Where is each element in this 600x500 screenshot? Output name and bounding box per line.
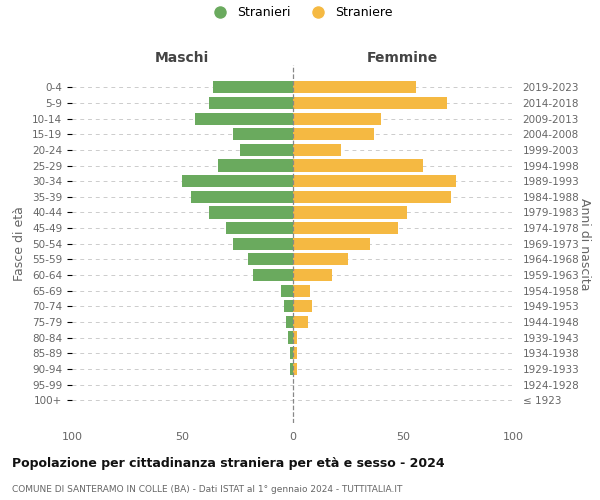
Bar bbox=[293, 128, 374, 140]
Bar bbox=[196, 112, 293, 124]
Bar bbox=[293, 144, 341, 156]
Bar bbox=[293, 316, 308, 328]
Y-axis label: Fasce di età: Fasce di età bbox=[13, 206, 26, 281]
Bar bbox=[239, 144, 293, 156]
Bar bbox=[293, 81, 416, 94]
Bar bbox=[293, 332, 297, 344]
Text: Femmine: Femmine bbox=[367, 52, 439, 66]
Bar bbox=[293, 254, 347, 266]
Bar bbox=[293, 190, 451, 203]
Bar bbox=[293, 97, 447, 109]
Bar bbox=[293, 160, 422, 172]
Bar bbox=[191, 190, 293, 203]
Bar bbox=[281, 284, 293, 297]
Bar bbox=[288, 332, 293, 344]
Bar bbox=[290, 347, 293, 360]
Bar bbox=[233, 238, 293, 250]
Y-axis label: Anni di nascita: Anni di nascita bbox=[578, 198, 590, 290]
Text: COMUNE DI SANTERAMO IN COLLE (BA) - Dati ISTAT al 1° gennaio 2024 - TUTTITALIA.I: COMUNE DI SANTERAMO IN COLLE (BA) - Dati… bbox=[12, 485, 403, 494]
Bar bbox=[293, 347, 297, 360]
Bar bbox=[253, 269, 293, 281]
Bar bbox=[284, 300, 293, 312]
Bar bbox=[293, 300, 313, 312]
Bar bbox=[293, 363, 297, 375]
Bar bbox=[293, 269, 332, 281]
Bar bbox=[209, 206, 293, 218]
Bar bbox=[182, 175, 293, 188]
Bar bbox=[248, 254, 293, 266]
Bar bbox=[233, 128, 293, 140]
Bar bbox=[218, 160, 293, 172]
Bar bbox=[213, 81, 293, 94]
Legend: Stranieri, Straniere: Stranieri, Straniere bbox=[207, 6, 393, 19]
Bar bbox=[286, 316, 293, 328]
Text: Maschi: Maschi bbox=[155, 52, 209, 66]
Bar bbox=[293, 112, 381, 124]
Bar bbox=[293, 206, 407, 218]
Bar bbox=[290, 363, 293, 375]
Bar bbox=[293, 222, 398, 234]
Bar bbox=[293, 175, 455, 188]
Bar bbox=[293, 238, 370, 250]
Text: Popolazione per cittadinanza straniera per età e sesso - 2024: Popolazione per cittadinanza straniera p… bbox=[12, 458, 445, 470]
Bar bbox=[226, 222, 293, 234]
Bar bbox=[209, 97, 293, 109]
Bar bbox=[293, 284, 310, 297]
